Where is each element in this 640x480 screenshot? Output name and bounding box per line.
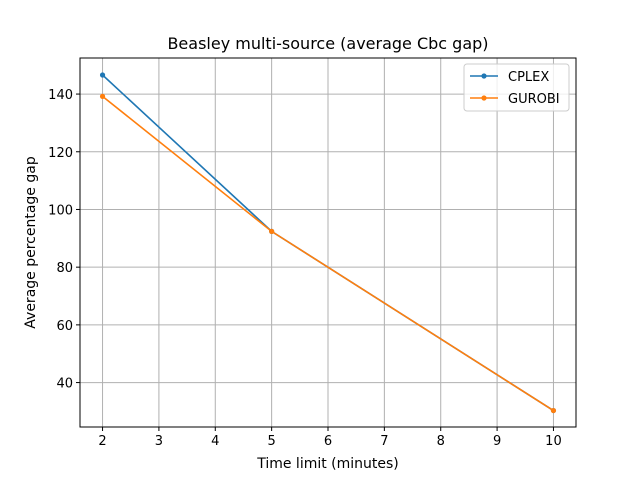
data-point-cplex xyxy=(99,72,106,78)
y-tick-label: 60 xyxy=(56,319,73,334)
y-axis-label: Average percentage gap xyxy=(23,156,39,329)
series-layer xyxy=(99,72,557,414)
x-tick-label: 3 xyxy=(155,434,163,449)
grid xyxy=(80,58,576,427)
y-tick-label: 120 xyxy=(48,146,73,161)
chart-title: Beasley multi-source (average Cbc gap) xyxy=(167,34,488,53)
legend: CPLEX GUROBI xyxy=(463,63,570,112)
x-tick-label: 4 xyxy=(211,434,219,449)
x-tick-label: 2 xyxy=(98,434,106,449)
y-axis: 40 60 80 100 120 140 xyxy=(48,88,80,392)
x-tick-label: 10 xyxy=(545,434,562,449)
legend-marker-cplex xyxy=(481,73,487,79)
data-point-gurobi xyxy=(269,228,275,234)
x-tick-label: 5 xyxy=(267,434,275,449)
x-tick-label: 7 xyxy=(380,434,388,449)
y-tick-label: 40 xyxy=(56,377,73,392)
y-tick-label: 80 xyxy=(56,261,73,276)
y-tick-label: 100 xyxy=(48,203,73,218)
legend-label-gurobi: GUROBI xyxy=(508,92,560,107)
x-tick-label: 8 xyxy=(437,434,445,449)
legend-label-cplex: CPLEX xyxy=(508,70,549,85)
x-tick-label: 6 xyxy=(324,434,332,449)
x-axis: 2 3 4 5 6 7 8 9 10 xyxy=(98,427,562,449)
data-point-gurobi xyxy=(550,407,557,414)
x-tick-label: 9 xyxy=(493,434,501,449)
legend-marker-gurobi xyxy=(481,95,487,101)
data-point-gurobi xyxy=(99,93,106,99)
y-tick-label: 140 xyxy=(48,88,73,103)
x-axis-label: Time limit (minutes) xyxy=(256,456,399,472)
